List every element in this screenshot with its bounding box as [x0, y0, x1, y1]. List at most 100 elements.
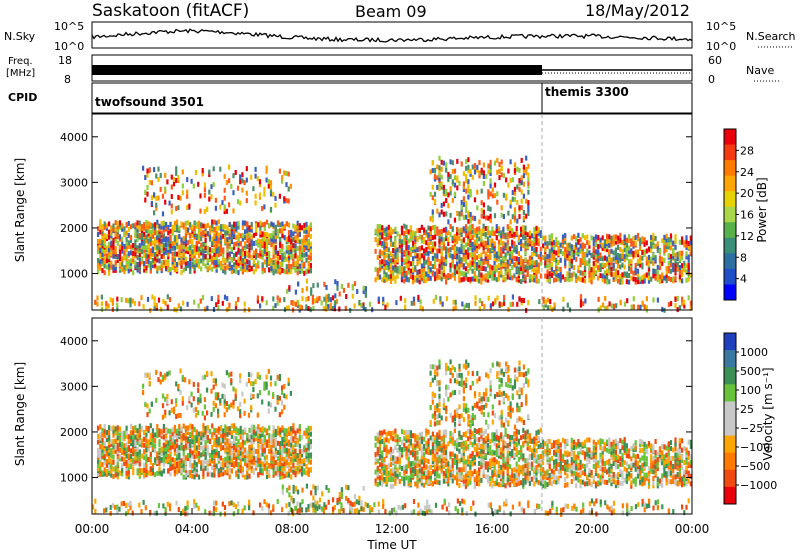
- power-echo: [623, 264, 626, 270]
- power-echo: [412, 296, 416, 302]
- power-echo: [527, 176, 530, 182]
- power-echo: [191, 256, 194, 262]
- power-echo: [462, 237, 465, 243]
- power-echo: [285, 256, 288, 262]
- power-echo: [114, 220, 117, 226]
- power-echo: [601, 235, 604, 241]
- power-echo: [606, 247, 609, 253]
- velocity-echo: [167, 447, 170, 453]
- power-echo: [392, 265, 395, 271]
- velocity-echo: [151, 445, 154, 451]
- velocity-echo: [97, 452, 100, 458]
- power-echo: [173, 261, 176, 267]
- power-echo: [462, 171, 465, 177]
- velocity-echo: [182, 462, 185, 468]
- power-echo: [538, 299, 541, 305]
- power-echo: [418, 234, 421, 240]
- power-echo: [606, 256, 609, 262]
- power-echo: [398, 243, 401, 249]
- power-echo: [628, 237, 631, 243]
- power-echo: [279, 249, 282, 255]
- power-echo: [301, 238, 304, 244]
- power-echo: [612, 238, 615, 244]
- power-echo: [533, 260, 536, 266]
- power-echo: [570, 252, 573, 258]
- power-echo: [197, 236, 201, 242]
- power-echo: [136, 227, 139, 233]
- power-echo: [467, 194, 470, 200]
- power-echo: [99, 247, 102, 253]
- power-echo: [270, 258, 273, 264]
- power-echo: [387, 247, 390, 253]
- power-echo: [590, 279, 593, 285]
- power-echo: [511, 301, 514, 307]
- power-echo: [482, 223, 485, 229]
- velocity-echo: [191, 468, 194, 473]
- power-echo: [478, 259, 481, 265]
- power-echo: [473, 197, 477, 203]
- power-echo: [403, 250, 406, 256]
- power-echo: [528, 234, 531, 240]
- power-echo: [535, 228, 538, 234]
- velocity-echo: [215, 438, 218, 444]
- velocity-echo: [173, 446, 176, 452]
- velocity-echo: [276, 466, 280, 472]
- power-echo: [204, 306, 207, 312]
- power-echo: [170, 209, 173, 215]
- velocity-echo: [108, 462, 111, 468]
- velocity-echo: [143, 462, 146, 468]
- power-echo: [453, 275, 456, 281]
- power-echo: [149, 236, 152, 242]
- velocity-echo: [270, 455, 273, 461]
- power-echo: [592, 254, 595, 260]
- velocity-echo: [108, 457, 111, 463]
- velocity-echo: [219, 462, 223, 467]
- power-echo: [511, 177, 514, 183]
- power-echo: [473, 245, 476, 251]
- velocity-echo: [129, 448, 133, 454]
- velocity-echo: [237, 462, 240, 467]
- power-echo: [389, 258, 393, 264]
- power-echo: [261, 254, 264, 260]
- power-echo: [303, 228, 306, 234]
- power-echo: [376, 255, 379, 260]
- power-echo: [562, 306, 565, 312]
- power-echo: [480, 252, 483, 258]
- power-echo: [559, 257, 562, 263]
- velocity-echo: [195, 453, 198, 459]
- power-echo: [147, 228, 150, 234]
- power-echo: [132, 270, 135, 276]
- power-echo: [621, 253, 624, 259]
- power-echo: [469, 276, 472, 282]
- velocity-echo: [204, 446, 207, 452]
- power-echo: [520, 255, 523, 261]
- power-echo: [204, 228, 207, 234]
- velocity-echo: [268, 425, 271, 431]
- power-echo: [661, 278, 664, 284]
- power-echo: [255, 227, 258, 233]
- velocity-echo: [281, 450, 284, 456]
- power-echo: [244, 234, 247, 240]
- power-echo: [389, 251, 393, 257]
- power-echo: [555, 257, 558, 263]
- power-echo: [239, 249, 242, 254]
- velocity-echo: [138, 467, 141, 473]
- power-echo: [522, 225, 525, 230]
- power-echo: [224, 257, 227, 263]
- power-echo: [274, 264, 277, 270]
- velocity-echo: [285, 441, 288, 447]
- power-echo: [387, 274, 390, 280]
- power-echo: [469, 168, 472, 174]
- power-echo: [533, 273, 536, 279]
- power-echo: [285, 198, 288, 204]
- power-echo: [228, 241, 231, 247]
- velocity-echo: [287, 461, 291, 467]
- power-echo: [475, 275, 479, 281]
- power-echo: [582, 301, 585, 307]
- velocity-echo: [182, 455, 185, 461]
- power-echo: [156, 268, 159, 274]
- power-echo: [167, 230, 170, 236]
- power-frame: [91, 113, 693, 311]
- velocity-echo: [112, 432, 115, 438]
- power-echo: [217, 294, 220, 300]
